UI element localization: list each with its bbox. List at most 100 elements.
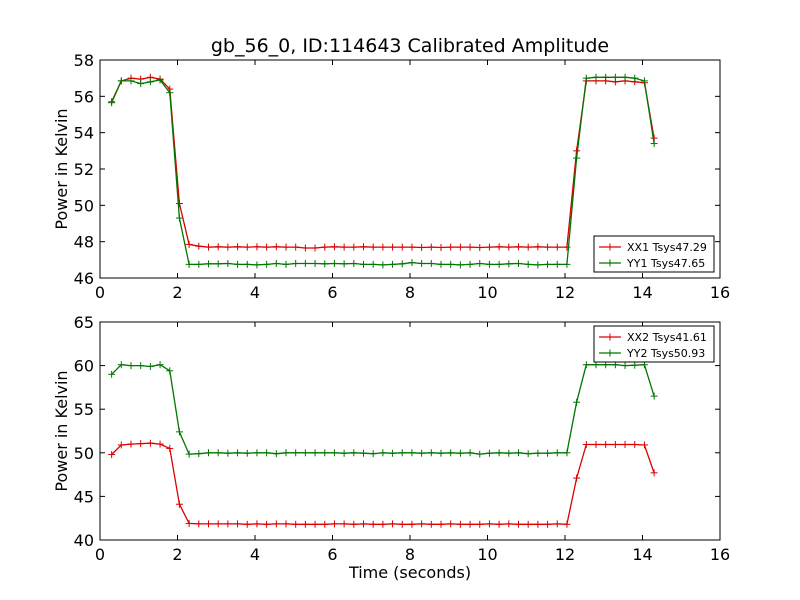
data-point xyxy=(495,449,503,457)
data-point xyxy=(185,260,193,268)
data-point xyxy=(117,77,125,85)
data-point xyxy=(495,243,503,251)
data-point xyxy=(563,260,571,268)
data-point xyxy=(389,449,397,457)
data-point xyxy=(544,260,552,268)
data-point xyxy=(360,243,367,251)
figure-title: gb_56_0, ID:114643 Calibrated Amplitude xyxy=(211,35,609,57)
data-point xyxy=(389,260,397,268)
data-point xyxy=(408,520,416,528)
data-point xyxy=(185,450,193,458)
y-tick-label: 50 xyxy=(74,196,94,215)
data-point xyxy=(224,243,232,251)
data-point xyxy=(282,243,290,251)
data-point xyxy=(437,260,445,268)
data-point xyxy=(640,441,648,449)
data-point xyxy=(156,76,164,84)
data-point xyxy=(369,260,377,268)
x-tick-label: 6 xyxy=(327,545,337,564)
data-point xyxy=(437,449,445,457)
data-point xyxy=(456,449,464,457)
y-tick-label: 60 xyxy=(74,357,94,376)
data-point xyxy=(321,243,329,251)
data-point xyxy=(263,260,271,268)
y-tick-label: 52 xyxy=(74,160,94,179)
data-point xyxy=(592,73,600,81)
data-point xyxy=(195,450,203,458)
data-point xyxy=(408,449,416,457)
data-point xyxy=(272,259,280,267)
data-point xyxy=(301,244,309,252)
data-point xyxy=(224,449,232,457)
data-point xyxy=(330,259,338,267)
data-point xyxy=(544,520,552,528)
data-point xyxy=(360,449,367,457)
legend-item: YY2 Tsys50.93 xyxy=(599,347,705,360)
data-point xyxy=(185,519,193,527)
data-point xyxy=(476,520,484,528)
data-point xyxy=(137,362,145,370)
data-point xyxy=(350,259,358,267)
data-point xyxy=(534,261,542,269)
data-point xyxy=(418,449,426,457)
data-point xyxy=(301,259,309,267)
data-point xyxy=(485,260,493,268)
data-point xyxy=(485,449,493,457)
data-point xyxy=(456,261,464,269)
x-tick-label: 0 xyxy=(95,545,105,564)
data-point xyxy=(650,392,658,400)
series-2 xyxy=(108,73,658,269)
data-point xyxy=(205,449,212,457)
data-point xyxy=(456,520,464,528)
data-point xyxy=(398,520,406,528)
y-tick-label: 54 xyxy=(74,124,94,143)
x-tick-label: 12 xyxy=(555,545,575,564)
data-point xyxy=(582,361,590,369)
data-point xyxy=(485,243,493,251)
data-point xyxy=(495,520,503,528)
data-point xyxy=(117,441,125,449)
data-point xyxy=(156,440,164,448)
y-tick-label: 65 xyxy=(74,313,94,332)
data-point xyxy=(330,243,338,251)
data-point xyxy=(350,449,358,457)
x-tick-label: 2 xyxy=(172,545,182,564)
data-point xyxy=(573,398,581,406)
data-point xyxy=(447,520,455,528)
legend-label: XX2 Tsys41.61 xyxy=(627,331,707,344)
data-point xyxy=(175,214,183,222)
data-point xyxy=(360,260,367,268)
data-point xyxy=(427,243,435,251)
data-point xyxy=(437,520,445,528)
data-point xyxy=(621,362,629,370)
data-point xyxy=(505,449,513,457)
data-point xyxy=(263,449,271,457)
data-point xyxy=(253,261,261,269)
y-tick-label: 45 xyxy=(74,487,94,506)
y-axis-label: Power in Kelvin xyxy=(52,108,71,229)
x-tick-label: 8 xyxy=(405,545,415,564)
data-point xyxy=(243,260,251,268)
data-point xyxy=(466,260,474,268)
data-point xyxy=(515,520,522,528)
legend-box xyxy=(593,325,715,363)
x-tick-label: 10 xyxy=(477,283,497,302)
data-point xyxy=(330,449,338,457)
data-point xyxy=(427,259,435,267)
data-point xyxy=(476,450,484,458)
data-point xyxy=(263,243,271,251)
data-point xyxy=(292,449,300,457)
data-point xyxy=(476,243,484,251)
x-tick-label: 8 xyxy=(405,283,415,302)
data-point xyxy=(175,200,183,208)
data-point xyxy=(418,520,426,528)
data-point xyxy=(582,74,590,82)
x-tick-label: 12 xyxy=(555,283,575,302)
data-point xyxy=(166,367,174,375)
data-point xyxy=(534,449,542,457)
x-tick-label: 4 xyxy=(250,283,260,302)
data-point xyxy=(234,260,242,268)
data-point xyxy=(369,450,377,458)
data-point xyxy=(224,520,232,528)
legend-label: XX1 Tsys47.29 xyxy=(627,241,707,254)
